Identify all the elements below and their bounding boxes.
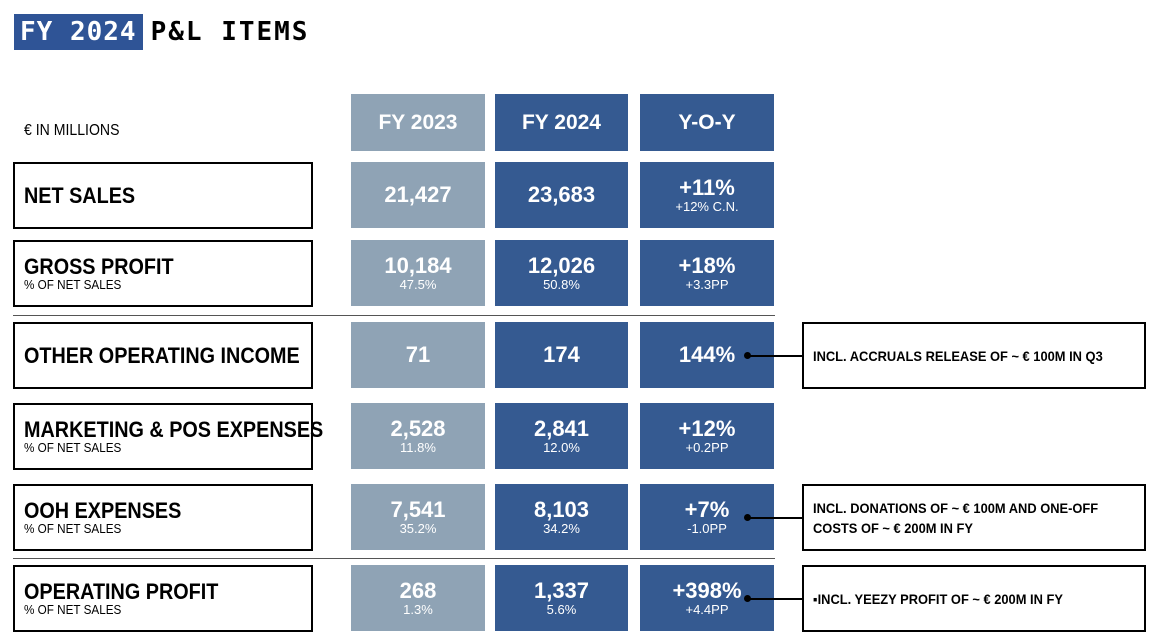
cell-value: +12%	[678, 415, 736, 441]
row-title: OTHER OPERATING INCOME	[24, 342, 300, 368]
cell-value: +18%	[678, 252, 736, 278]
note-ooh-expenses: INCL. DONATIONS OF ~ € 100M AND ONE-OFF …	[802, 484, 1146, 551]
cell-yoy: +398% +4.4PP	[640, 565, 774, 631]
unit-label: € IN MILLIONS	[24, 122, 120, 139]
row-label-ooh-expenses: OOH EXPENSES % OF NET SALES	[13, 484, 313, 551]
row-subtitle: % OF NET SALES	[24, 520, 122, 536]
cell-fy2023: 21,427	[351, 162, 485, 228]
cell-fy2024: 8,103 34.2%	[495, 484, 628, 550]
connector-line	[748, 355, 802, 357]
row-label-other-operating-income: OTHER OPERATING INCOME	[13, 322, 313, 389]
cell-yoy: +11% +12% C.N.	[640, 162, 774, 228]
connector-dot	[744, 595, 751, 602]
cell-fy2024: 12,026 50.8%	[495, 240, 628, 306]
divider	[13, 558, 775, 559]
connector-dot	[744, 352, 751, 359]
row-label-gross-profit: GROSS PROFIT % OF NET SALES	[13, 240, 313, 307]
cell-fy2023: 268 1.3%	[351, 565, 485, 631]
cell-value: 21,427	[384, 182, 452, 207]
cell-value: 12,026	[527, 252, 596, 278]
cell-subvalue: 12.0%	[543, 439, 580, 455]
connector-dot	[744, 514, 751, 521]
row-subtitle: % OF NET SALES	[24, 276, 122, 292]
connector-line	[748, 517, 802, 519]
cell-fy2024: 2,841 12.0%	[495, 403, 628, 469]
title-text: P&L ITEMS	[150, 17, 310, 47]
cell-value: +398%	[672, 577, 742, 603]
cell-fy2024: 174	[495, 322, 628, 388]
connector-line	[748, 598, 802, 600]
cell-subvalue: 47.5%	[399, 276, 437, 292]
cell-subvalue: 35.2%	[399, 520, 437, 536]
column-header-fy2024: FY 2024	[495, 94, 628, 151]
column-header-fy2023: FY 2023	[351, 94, 485, 151]
row-title: OPERATING PROFIT	[24, 578, 219, 604]
note-text: ▪INCL. YEEZY PROFIT OF ~ € 200M IN FY	[813, 590, 1063, 607]
cell-value: 2,528	[390, 415, 446, 441]
row-title: MARKETING & POS EXPENSES	[24, 416, 324, 442]
row-title: NET SALES	[24, 182, 136, 208]
cell-subvalue: 5.6%	[546, 601, 577, 617]
cell-subvalue: +3.3PP	[685, 276, 729, 292]
cell-fy2024: 1,337 5.6%	[495, 565, 628, 631]
cell-yoy: +12% +0.2PP	[640, 403, 774, 469]
cell-value: +7%	[684, 496, 730, 522]
cell-value: 268	[399, 577, 437, 603]
cell-yoy: +18% +3.3PP	[640, 240, 774, 306]
row-title: GROSS PROFIT	[24, 253, 174, 279]
row-title: OOH EXPENSES	[24, 497, 182, 523]
cell-value: 2,841	[533, 415, 590, 441]
cell-subvalue: 50.8%	[543, 276, 580, 292]
row-label-operating-profit: OPERATING PROFIT % OF NET SALES	[13, 565, 313, 632]
cell-value: 144%	[678, 342, 736, 367]
cell-value: 7,541	[390, 496, 446, 522]
note-other-operating-income: INCL. ACCRUALS RELEASE OF ~ € 100M IN Q3	[802, 322, 1146, 389]
cell-value: +11%	[679, 174, 735, 200]
row-subtitle: % OF NET SALES	[24, 439, 122, 455]
row-subtitle: % OF NET SALES	[24, 601, 122, 617]
cell-value: 1,337	[533, 577, 590, 603]
cell-subvalue: 34.2%	[543, 520, 580, 536]
cell-value: 174	[543, 342, 580, 367]
cell-value: 23,683	[527, 182, 596, 207]
note-text: INCL. ACCRUALS RELEASE OF ~ € 100M IN Q3	[813, 347, 1103, 364]
cell-fy2023: 7,541 35.2%	[351, 484, 485, 550]
divider	[13, 315, 775, 316]
cell-subvalue: +12% C.N.	[675, 198, 739, 214]
cell-subvalue: -1.0PP	[687, 520, 727, 536]
cell-subvalue: 1.3%	[403, 601, 433, 617]
cell-subvalue: +0.2PP	[685, 439, 729, 455]
cell-subvalue: 11.8%	[400, 439, 436, 455]
page-title: FY 2024 P&L ITEMS	[14, 14, 309, 50]
cell-value: 71	[405, 342, 431, 367]
cell-value: 8,103	[533, 496, 590, 522]
cell-subvalue: +4.4PP	[685, 601, 729, 617]
cell-fy2023: 2,528 11.8%	[351, 403, 485, 469]
cell-yoy: +7% -1.0PP	[640, 484, 774, 550]
cell-fy2023: 10,184 47.5%	[351, 240, 485, 306]
note-operating-profit: ▪INCL. YEEZY PROFIT OF ~ € 200M IN FY	[802, 565, 1146, 632]
note-text-line1: INCL. DONATIONS OF ~ € 100M AND ONE-OFF	[813, 499, 1099, 516]
row-label-marketing-pos-expenses: MARKETING & POS EXPENSES % OF NET SALES	[13, 403, 324, 470]
note-text-line2: COSTS OF ~ € 200M IN FY	[813, 519, 973, 536]
cell-fy2023: 71	[351, 322, 485, 388]
cell-fy2024: 23,683	[495, 162, 628, 228]
title-highlight: FY 2024	[14, 14, 143, 50]
cell-value: 10,184	[384, 252, 452, 278]
column-header-yoy: Y-O-Y	[640, 94, 774, 151]
row-label-net-sales: NET SALES	[13, 162, 313, 229]
